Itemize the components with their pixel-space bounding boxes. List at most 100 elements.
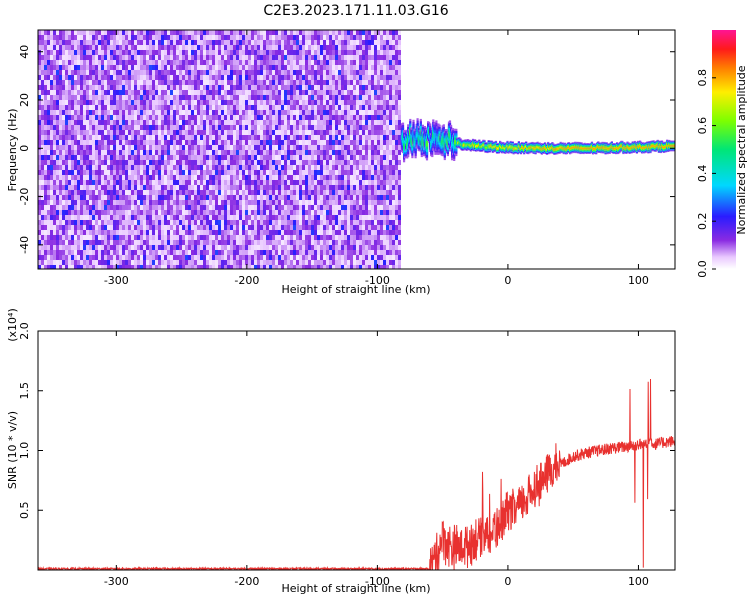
spectrogram-cell (233, 55, 236, 60)
spectrogram-cell (317, 55, 320, 60)
spectrogram-cell (128, 190, 131, 195)
spectrogram-cell (74, 195, 77, 200)
spectrogram-cell (251, 235, 254, 240)
spectrogram-cell (245, 105, 248, 110)
spectrogram-cell (194, 200, 197, 205)
spectrogram-cell (98, 190, 101, 195)
spectrogram-cell (203, 210, 206, 215)
spectrogram-cell (110, 245, 113, 250)
spectrogram-cell (86, 75, 89, 80)
spectrogram-cell (143, 60, 146, 65)
spectrogram-cell (50, 265, 53, 269)
spectrogram-cell (101, 95, 104, 100)
spectrogram-cell (89, 225, 92, 230)
spectrogram-cell (302, 150, 305, 155)
spectrogram-cell (68, 135, 71, 140)
spectrogram-cell (119, 40, 122, 45)
spectrogram-cell (305, 95, 308, 100)
spectrogram-cell (227, 160, 230, 165)
spectrogram-cell (341, 70, 344, 75)
spectrogram-cell (206, 260, 209, 265)
spectrogram-cell (140, 150, 143, 155)
spectrogram-cell (173, 30, 176, 35)
spectrogram-cell (119, 265, 122, 269)
spectrogram-cell (332, 200, 335, 205)
spectrogram-cell (206, 55, 209, 60)
spectrogram-cell (230, 110, 233, 115)
spectrogram-cell (227, 225, 230, 230)
spectrogram-cell (215, 95, 218, 100)
spectrogram-cell (158, 95, 161, 100)
spectrogram-cell (263, 260, 266, 265)
spectrogram-cell (98, 240, 101, 245)
spectrogram-cell (221, 135, 224, 140)
spectrogram-cell (83, 155, 86, 160)
spectrogram-cell (161, 150, 164, 155)
spectrogram-cell (293, 185, 296, 190)
spectrogram-cell (107, 145, 110, 150)
spectrogram-cell (215, 160, 218, 165)
spectrogram-cell (140, 120, 143, 125)
spectrogram-cell (65, 210, 68, 215)
spectrogram-cell (326, 130, 329, 135)
spectrogram-cell (77, 205, 80, 210)
spectrogram-cell (41, 105, 44, 110)
spectrogram-cell (107, 175, 110, 180)
spectrogram-cell (311, 35, 314, 40)
spectrogram-cell (107, 110, 110, 115)
spectrogram-cell (197, 200, 200, 205)
spectrogram-cell (233, 265, 236, 269)
spectrogram-cell (218, 165, 221, 170)
spectrogram-cell (137, 255, 140, 260)
spectrogram-cell (143, 115, 146, 120)
spectrogram-cell (44, 95, 47, 100)
spectrogram-cell (128, 110, 131, 115)
spectrogram-cell (116, 175, 119, 180)
spectrogram-cell (134, 35, 137, 40)
spectrogram-cell (125, 135, 128, 140)
spectrogram-cell (263, 95, 266, 100)
spectrogram-cell (59, 95, 62, 100)
spectrogram-cell (167, 80, 170, 85)
spectrogram-cell (329, 105, 332, 110)
spectrogram-cell (335, 160, 338, 165)
spectrogram-cell (233, 190, 236, 195)
spectrogram-cell (302, 190, 305, 195)
spectrogram-cell (170, 250, 173, 255)
spectrogram-cell (188, 80, 191, 85)
spectrogram-cell (254, 155, 257, 160)
spectrogram-cell (59, 240, 62, 245)
spectrogram-cell (203, 215, 206, 220)
spectrogram-cell (98, 65, 101, 70)
spectrogram-cell (287, 245, 290, 250)
spectrogram-cell (206, 250, 209, 255)
spectrogram-cell (50, 50, 53, 55)
spectrogram-cell (269, 65, 272, 70)
spectrogram-cell (116, 165, 119, 170)
spectrogram-cell (215, 120, 218, 125)
spectrogram-cell (89, 160, 92, 165)
spectrogram-cell (194, 250, 197, 255)
spectrogram-cell (158, 195, 161, 200)
spectrogram-cell (77, 120, 80, 125)
spectrogram-cell (266, 165, 269, 170)
spectrogram-cell (308, 155, 311, 160)
spectrogram-cell (257, 45, 260, 50)
spectrogram-cell (140, 155, 143, 160)
spectrogram-cell (341, 215, 344, 220)
spectrogram-cell (185, 255, 188, 260)
spectrogram-cell (203, 135, 206, 140)
spectrogram-cell (158, 210, 161, 215)
spectrogram-cell (242, 40, 245, 45)
spectrogram-cell (47, 260, 50, 265)
spectrogram-cell (332, 145, 335, 150)
spectrogram-cell (41, 65, 44, 70)
spectrogram-cell (236, 250, 239, 255)
spectrogram-cell (263, 135, 266, 140)
spectrogram-cell (164, 110, 167, 115)
spectrogram-cell (38, 225, 41, 230)
spectrogram-cell (308, 170, 311, 175)
spectrogram-cell (152, 225, 155, 230)
spectrogram-cell (260, 150, 263, 155)
spectrogram-cell (284, 60, 287, 65)
